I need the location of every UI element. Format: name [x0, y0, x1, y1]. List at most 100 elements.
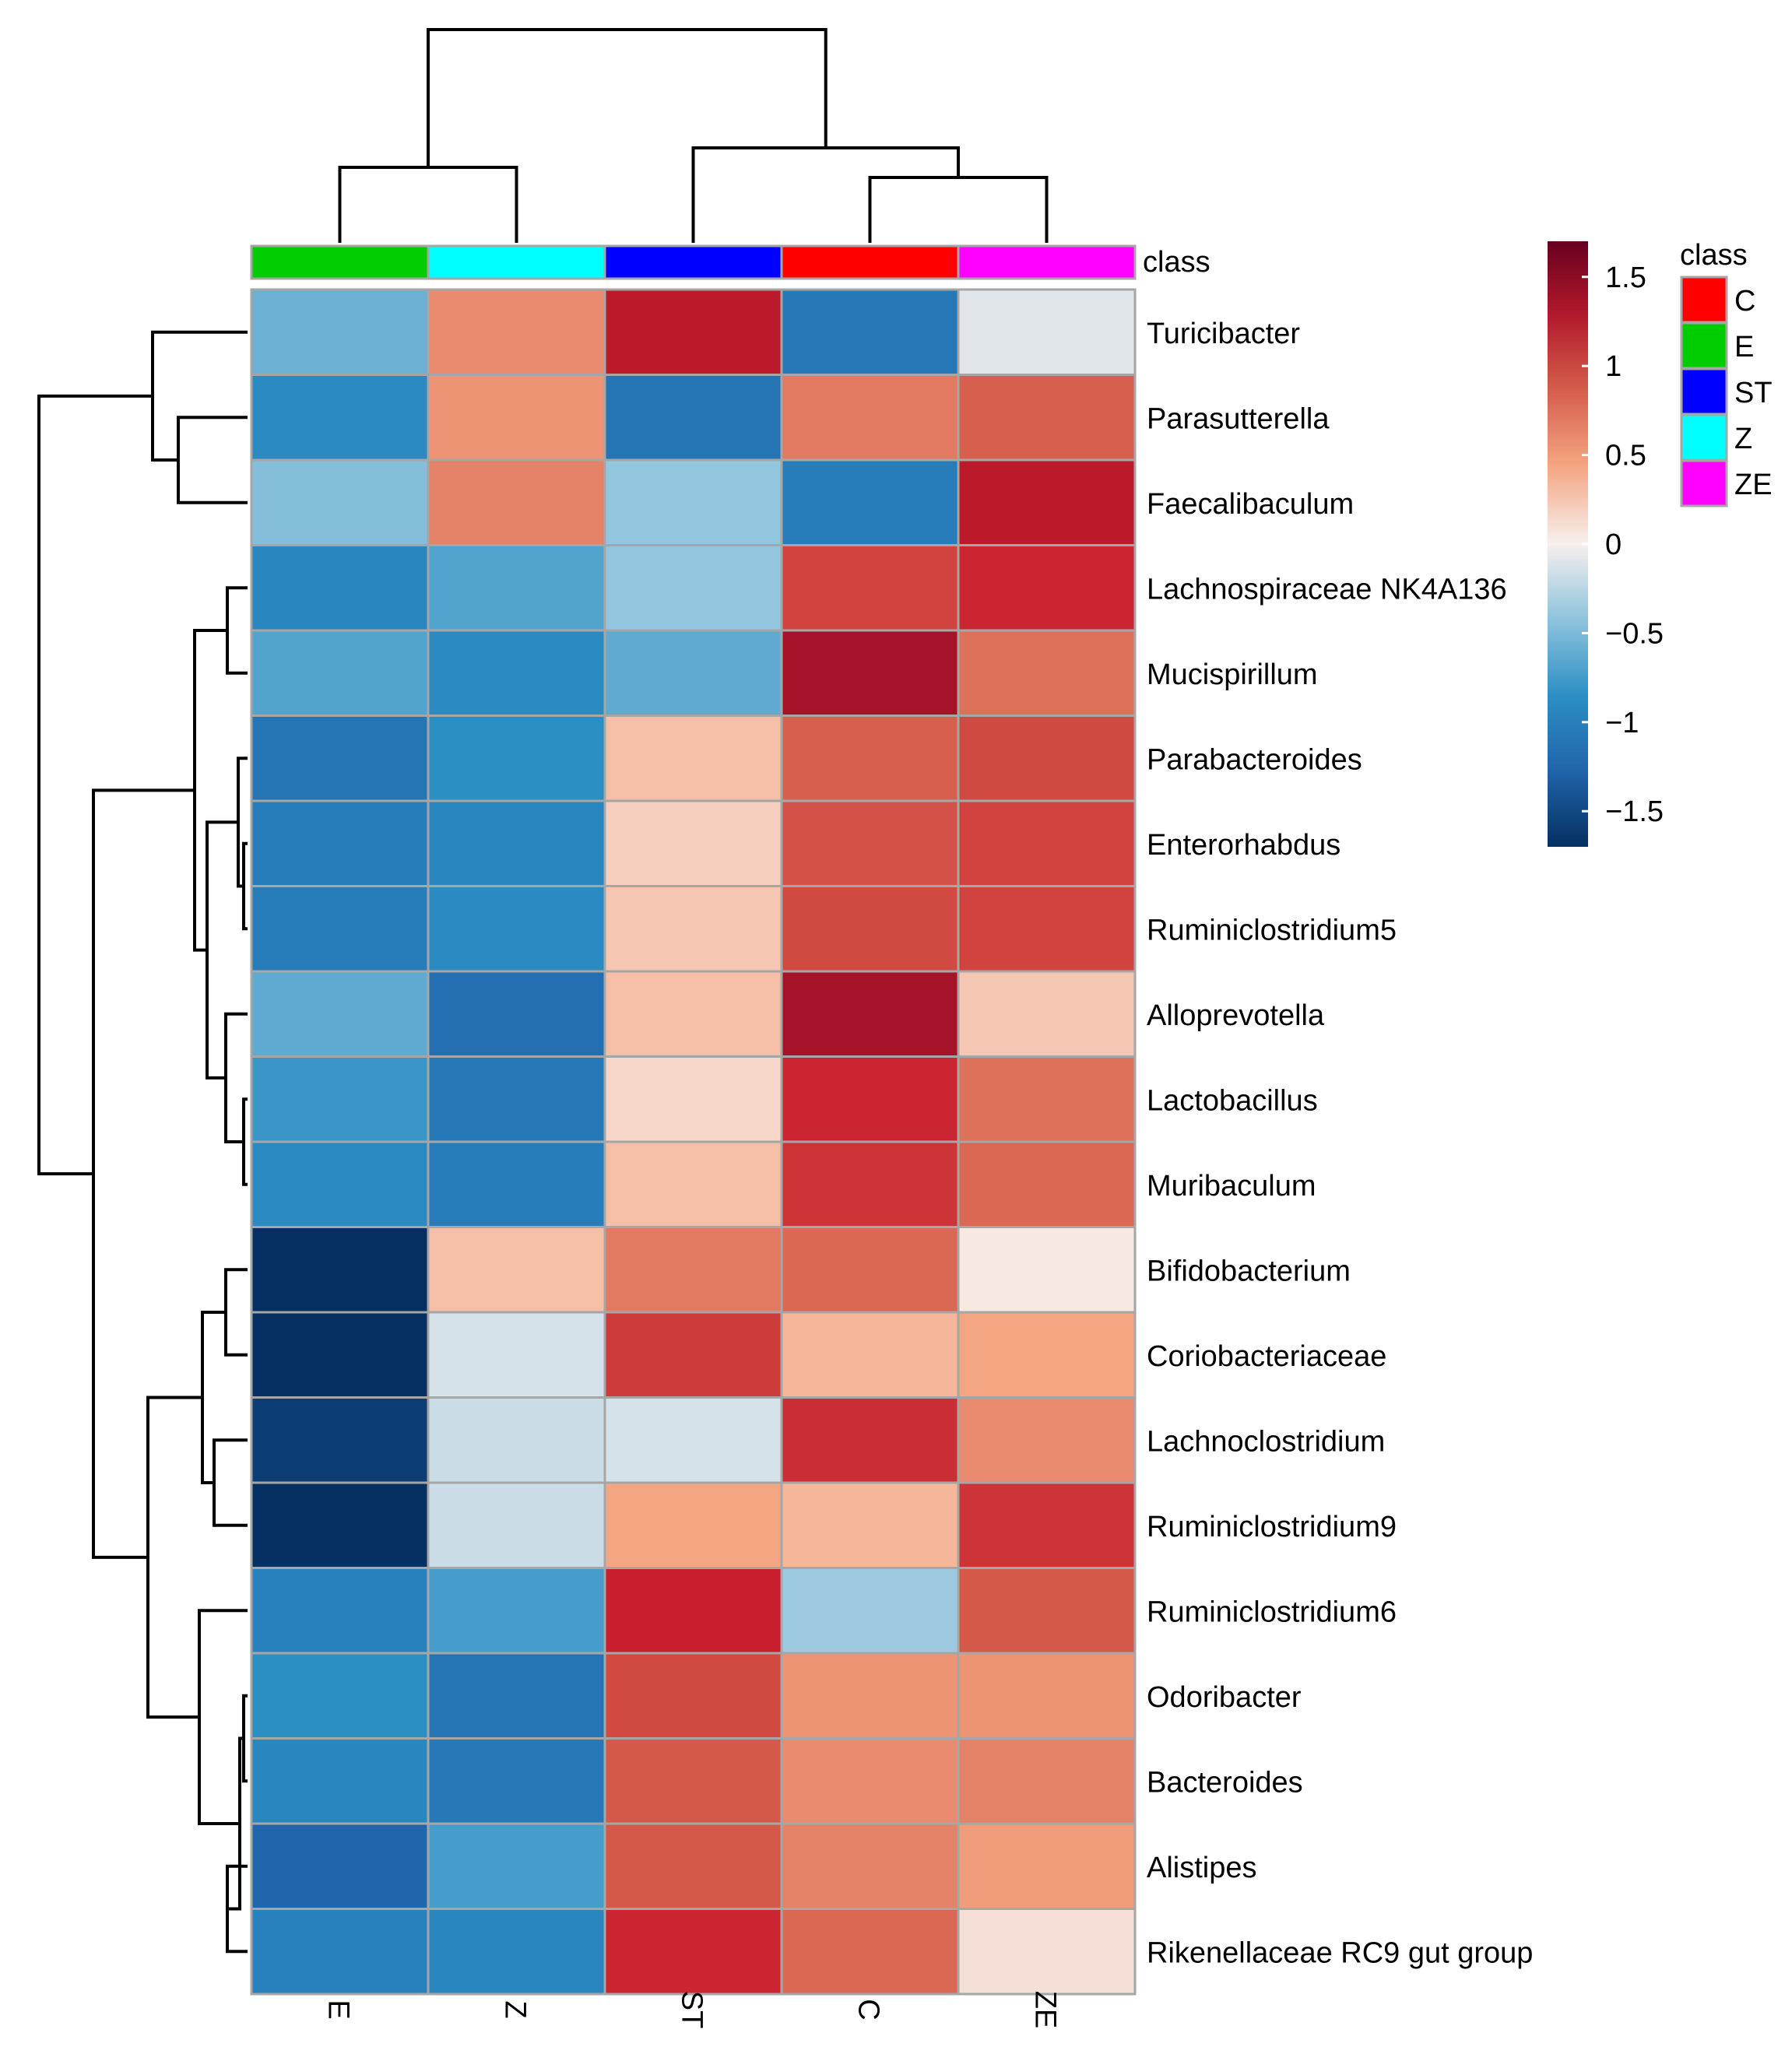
heatmap-cell: [780, 544, 960, 632]
heatmap-cell: [603, 544, 783, 632]
colorbar-tick-label: −0.5: [1605, 617, 1664, 650]
row-label: Ruminiclostridium5: [1147, 914, 1397, 946]
heatmap-cell: [250, 1737, 430, 1825]
row-dendrogram: [37, 330, 248, 1954]
dendrogram-link: [224, 1268, 248, 1357]
legend-title: class: [1680, 239, 1748, 272]
dendrogram-link: [242, 1097, 248, 1186]
dendrogram-link: [338, 166, 518, 243]
heatmap-cell: [957, 1055, 1137, 1143]
heatmap-cell: [250, 970, 430, 1058]
heatmap-cell: [427, 374, 606, 462]
row-label: Lachnospiraceae NK4A136: [1147, 573, 1507, 606]
row-label: Lactobacillus: [1147, 1084, 1318, 1117]
row-label: Odoribacter: [1147, 1681, 1302, 1714]
heatmap-cell: [780, 1737, 960, 1825]
row-label: Turicibacter: [1147, 318, 1300, 350]
heatmap-cell: [957, 1396, 1137, 1484]
dendrogram-link: [193, 629, 227, 952]
dendrogram-link: [427, 28, 827, 167]
row-label: Ruminiclostridium9: [1147, 1511, 1397, 1543]
heatmap-cell: [603, 1822, 783, 1910]
row-label: Muribaculum: [1147, 1170, 1316, 1203]
heatmap-cell: [780, 1908, 960, 1996]
row-labels: Turicibacter Parasutterella Faecalibaculum…: [1147, 318, 1533, 1970]
heatmap-cell: [780, 1567, 960, 1655]
heatmap-cell: [427, 629, 606, 717]
column-label: ZE: [1029, 1991, 1062, 2029]
heatmap-cell: [780, 1396, 960, 1484]
heatmap-cell: [957, 714, 1137, 802]
colorbar-tick-label: 0.5: [1605, 440, 1646, 472]
dendrogram-link: [242, 1694, 248, 1783]
column-label: E: [322, 2000, 355, 2019]
heatmap-cell: [603, 714, 783, 802]
column-labels: E Z ST C ZE: [322, 1991, 1062, 2029]
heatmap-cell: [780, 1822, 960, 1910]
column-label: C: [852, 1999, 885, 2020]
dendrogram-link: [37, 394, 153, 1176]
heatmap-cell: [427, 1481, 606, 1569]
heatmap-cell: [250, 544, 430, 632]
heatmap-cell: [427, 970, 606, 1058]
class-legend: class CE ST Z ZE: [1680, 239, 1773, 507]
row-label: Coriobacteriaceae: [1147, 1340, 1386, 1373]
heatmap-cell: [427, 1055, 606, 1143]
heatmap-cell: [603, 629, 783, 717]
heatmap-cell: [957, 1140, 1137, 1228]
class-annotation-cell: [250, 244, 430, 280]
row-label: Bacteroides: [1147, 1766, 1303, 1799]
heatmap-cell: [250, 1140, 430, 1228]
colorbar-tick-label: −1.5: [1605, 795, 1664, 828]
row-label: Mucispirillum: [1147, 658, 1318, 691]
heatmap-cell: [250, 288, 430, 376]
row-label: Bifidobacterium: [1147, 1255, 1351, 1287]
heatmap-cell: [250, 1908, 430, 1996]
heatmap-cell: [957, 1226, 1137, 1314]
row-label: Faecalibaculum: [1147, 488, 1354, 521]
heatmap-cell: [957, 1737, 1137, 1825]
heatmap-cell: [603, 374, 783, 462]
colorbar-ticks: 1.5 1 0.5 0 −0.5 −1 −1.5: [1582, 262, 1664, 828]
heatmap-cell: [957, 1908, 1137, 1996]
dendrogram-link: [213, 1438, 248, 1527]
class-annotation-cell: [427, 244, 606, 280]
dendrogram-link: [151, 330, 248, 462]
column-dendrogram: [338, 28, 1049, 243]
column-label: Z: [499, 2000, 532, 2018]
dendrogram-link: [868, 176, 1049, 243]
heatmap-cell: [957, 1311, 1137, 1399]
heatmap-cell: [957, 458, 1137, 546]
column-label: ST: [676, 1991, 708, 2029]
heatmap-cell: [427, 799, 606, 887]
heatmap-cell: [603, 458, 783, 546]
legend-label: E: [1734, 331, 1754, 363]
heatmap-cell: [250, 458, 430, 546]
dendrogram-link: [206, 820, 238, 1080]
legend-entries: CE ST Z ZE: [1680, 276, 1773, 507]
class-annotation-label: class: [1143, 246, 1210, 279]
heatmap-cell: [780, 714, 960, 802]
colorbar: 1.5 1 0.5 0 −0.5 −1 −1.5: [1548, 241, 1664, 847]
dendrogram-link: [691, 146, 960, 243]
heatmap-cell: [603, 1140, 783, 1228]
heatmap-cell: [427, 1737, 606, 1825]
dendrogram-link: [226, 586, 248, 675]
heatmap-cell: [780, 374, 960, 462]
heatmap-cell: [427, 1652, 606, 1740]
row-label: Alistipes: [1147, 1852, 1257, 1884]
heatmap-cell: [603, 1652, 783, 1740]
heatmap-cell: [780, 458, 960, 546]
heatmap-cell: [603, 970, 783, 1058]
legend-swatch: [1680, 367, 1728, 416]
colorbar-tick-label: 1: [1605, 350, 1622, 383]
row-label: Alloprevotella: [1147, 999, 1325, 1032]
heatmap-cell: [957, 629, 1137, 717]
class-annotation-cell: [957, 244, 1137, 280]
heatmap-cell: [427, 458, 606, 546]
heatmap-cell: [250, 629, 430, 717]
heatmap-cell: [603, 1226, 783, 1314]
heatmap-cell: [427, 1908, 606, 1996]
heatmap-cell: [957, 374, 1137, 462]
heatmap-cell: [250, 1652, 430, 1740]
